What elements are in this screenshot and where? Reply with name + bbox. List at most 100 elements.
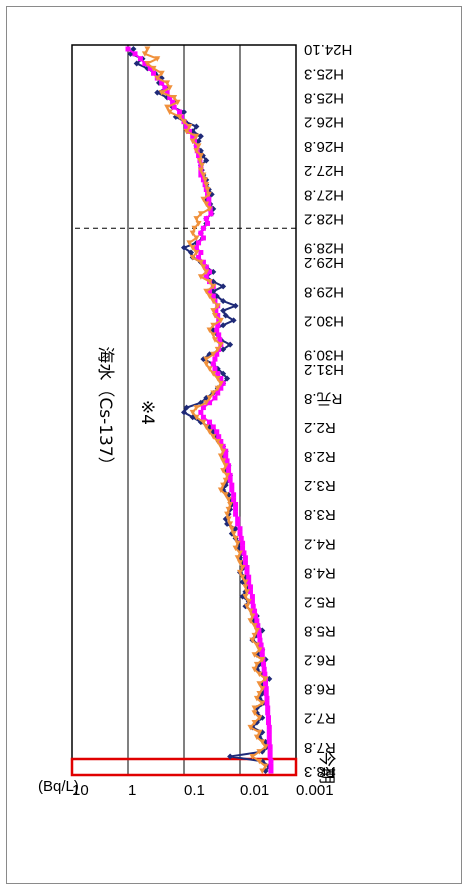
x-tick-23: R6.2 — [304, 652, 336, 669]
point-2-118 — [247, 618, 254, 624]
point-1-13 — [177, 109, 183, 115]
point-1-115 — [250, 603, 256, 609]
point-1-143 — [266, 739, 272, 745]
point-2-27 — [202, 177, 209, 183]
point-2-5 — [158, 70, 165, 77]
point-2-148 — [262, 763, 269, 770]
point-2-72 — [206, 395, 213, 401]
point-1-92 — [231, 492, 237, 498]
point-2-38 — [189, 230, 196, 237]
point-2-53 — [214, 303, 221, 309]
point-1-34 — [208, 211, 214, 217]
point-2-101 — [232, 535, 239, 542]
point-2-76 — [193, 414, 200, 421]
point-2-33 — [206, 206, 213, 212]
point-1-136 — [265, 705, 271, 711]
x-tick-3: H26.2 — [304, 114, 344, 131]
point-2-12 — [164, 104, 171, 111]
point-2-97 — [225, 516, 232, 523]
x-tick-20: R4.8 — [304, 564, 336, 581]
point-1-116 — [252, 608, 258, 614]
point-2-24 — [198, 162, 205, 169]
point-2-19 — [189, 138, 196, 145]
point-1-12 — [171, 104, 177, 110]
current-period-rect — [70, 757, 298, 777]
point-1-103 — [240, 545, 246, 551]
point-2-29 — [204, 187, 211, 193]
point-2-34 — [197, 211, 204, 217]
point-1-91 — [229, 487, 235, 493]
point-1-80 — [216, 434, 222, 440]
point-1-38 — [198, 230, 204, 236]
point-1-42 — [198, 250, 204, 256]
y-unit-label: (Bq/L) — [38, 778, 79, 795]
point-2-79 — [206, 429, 213, 435]
point-1-31 — [206, 196, 212, 202]
point-2-50 — [203, 288, 210, 295]
y-tick-3: 0.01 — [240, 782, 269, 799]
point-1-85 — [224, 458, 230, 464]
x-tick-27: R8.3 — [304, 763, 336, 780]
point-1-137 — [265, 710, 271, 716]
point-1-72 — [212, 395, 218, 401]
point-1-78 — [210, 424, 216, 430]
point-2-131 — [256, 681, 263, 687]
point-2-59 — [210, 332, 217, 338]
point-2-105 — [234, 555, 241, 561]
point-1-121 — [256, 632, 262, 638]
point-2-115 — [243, 603, 250, 610]
point-1-36 — [205, 220, 211, 226]
point-2-68 — [214, 376, 221, 382]
x-tick-14: R元.8 — [304, 390, 342, 407]
point-2-45 — [200, 264, 207, 271]
point-2-40 — [186, 240, 193, 246]
point-1-107 — [244, 564, 250, 570]
point-1-133 — [263, 690, 269, 696]
point-0-75 — [181, 409, 187, 416]
point-2-104 — [237, 550, 243, 556]
point-2-78 — [203, 424, 210, 430]
point-1-84 — [223, 453, 229, 459]
point-1-37 — [200, 225, 206, 231]
point-2-16 — [186, 124, 193, 130]
point-2-57 — [210, 322, 217, 329]
point-2-22 — [197, 153, 204, 159]
series-group — [125, 46, 274, 774]
point-1-145 — [267, 749, 273, 755]
point-2-48 — [206, 279, 213, 285]
point-1-41 — [193, 245, 199, 251]
point-1-146 — [267, 753, 273, 759]
point-1-144 — [267, 744, 273, 750]
current-period-box — [70, 757, 298, 777]
point-2-51 — [206, 293, 213, 300]
point-2-136 — [251, 705, 258, 712]
point-1-131 — [263, 681, 269, 687]
point-2-41 — [189, 245, 196, 251]
point-1-114 — [249, 598, 255, 604]
point-2-82 — [217, 443, 224, 450]
point-2-75 — [189, 409, 196, 416]
point-2-87 — [220, 468, 227, 474]
point-1-123 — [258, 642, 264, 648]
point-2-110 — [242, 579, 249, 586]
point-2-54 — [210, 308, 217, 314]
point-1-118 — [254, 618, 260, 624]
point-1-65 — [210, 361, 216, 367]
point-2-58 — [206, 327, 213, 334]
point-2-7 — [164, 80, 171, 86]
point-1-134 — [264, 695, 270, 701]
point-2-135 — [259, 700, 266, 707]
point-2-26 — [200, 172, 207, 178]
point-1-67 — [215, 371, 221, 377]
point-2-143 — [259, 739, 266, 745]
point-1-96 — [233, 511, 239, 517]
point-2-70 — [214, 385, 221, 392]
point-1-132 — [263, 686, 269, 692]
point-2-15 — [181, 119, 187, 125]
point-1-127 — [261, 661, 267, 667]
point-1-97 — [235, 516, 241, 522]
point-1-64 — [212, 356, 218, 362]
point-1-87 — [226, 468, 232, 474]
point-2-122 — [249, 637, 256, 644]
point-2-80 — [210, 434, 217, 440]
